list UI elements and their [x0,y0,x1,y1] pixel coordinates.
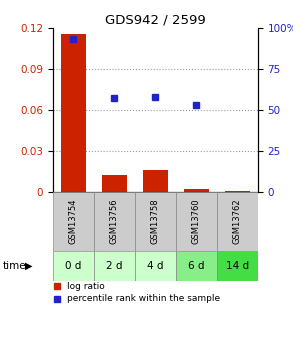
Bar [135,192,176,251]
Bar [217,251,258,280]
Bar [184,189,209,192]
Text: GSM13758: GSM13758 [151,199,160,244]
Text: log ratio: log ratio [67,282,105,291]
Bar [176,251,217,280]
Bar [176,192,217,251]
Text: 6 d: 6 d [188,261,205,271]
Bar [61,34,86,192]
Text: GSM13756: GSM13756 [110,199,119,244]
Text: GSM13762: GSM13762 [233,199,242,244]
Text: ▶: ▶ [25,261,33,271]
Text: 2 d: 2 d [106,261,122,271]
Title: GDS942 / 2599: GDS942 / 2599 [105,13,206,27]
Text: time: time [3,261,27,271]
Text: 14 d: 14 d [226,261,249,271]
Text: GSM13760: GSM13760 [192,199,201,244]
Bar [217,192,258,251]
Bar [143,170,168,192]
Text: 4 d: 4 d [147,261,163,271]
Bar [53,251,94,280]
Text: 0 d: 0 d [65,261,81,271]
Bar [102,176,127,192]
Text: GSM13754: GSM13754 [69,199,78,244]
Text: percentile rank within the sample: percentile rank within the sample [67,295,220,304]
Bar [53,192,94,251]
Bar [135,251,176,280]
Bar [94,251,135,280]
Bar [94,192,135,251]
Bar [225,190,250,192]
